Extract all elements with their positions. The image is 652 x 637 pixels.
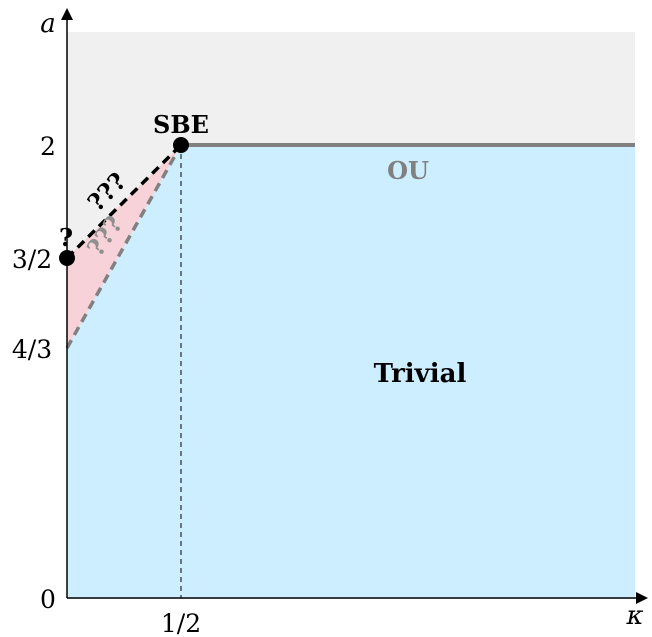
trivial-label: Trivial (374, 359, 467, 389)
x-tick-half: 1/2 (161, 609, 201, 637)
ou-label: OU (387, 156, 429, 185)
y-tick-3-2: 3/2 (12, 245, 52, 274)
black-dashed-boundary (65, 143, 183, 260)
pink-region (67, 145, 181, 348)
y-tick-4-3: 4/3 (12, 335, 52, 364)
three-halves-point (59, 250, 75, 266)
y-axis-label: a (40, 9, 56, 39)
single-question-mark: ? (59, 223, 73, 252)
y-tick-0: 0 (40, 585, 56, 614)
sbe-point (173, 137, 189, 153)
x-axis-label: κ (625, 601, 643, 631)
trivial-region (67, 145, 635, 598)
gray-dashed-boundary (65, 144, 183, 349)
y-tick-2: 2 (40, 132, 56, 161)
sbe-label: SBE (153, 110, 209, 139)
